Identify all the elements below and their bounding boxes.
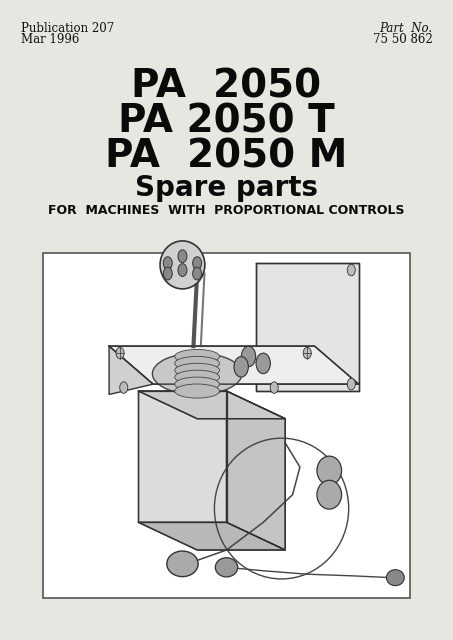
Circle shape: [193, 267, 202, 280]
Circle shape: [163, 257, 172, 269]
Circle shape: [193, 257, 202, 269]
Ellipse shape: [152, 353, 242, 394]
Ellipse shape: [175, 384, 220, 398]
Text: 75 50 862: 75 50 862: [373, 33, 432, 46]
Circle shape: [234, 356, 248, 377]
Polygon shape: [139, 391, 285, 419]
Ellipse shape: [160, 241, 205, 289]
Polygon shape: [226, 391, 285, 550]
Circle shape: [120, 382, 128, 394]
Ellipse shape: [175, 356, 220, 371]
Ellipse shape: [386, 570, 404, 586]
Polygon shape: [109, 346, 359, 384]
Circle shape: [178, 264, 187, 276]
Ellipse shape: [175, 370, 220, 384]
Circle shape: [303, 348, 311, 359]
Polygon shape: [139, 391, 226, 522]
Text: Publication 207: Publication 207: [21, 22, 114, 35]
Circle shape: [347, 264, 355, 276]
Text: PA  2050 M: PA 2050 M: [105, 138, 348, 175]
Circle shape: [347, 378, 355, 390]
Bar: [43, 253, 410, 598]
Text: Mar 1996: Mar 1996: [21, 33, 79, 46]
Ellipse shape: [317, 456, 342, 485]
Text: PA  2050: PA 2050: [131, 67, 322, 105]
Circle shape: [270, 382, 278, 394]
Ellipse shape: [175, 349, 220, 364]
Polygon shape: [256, 263, 359, 391]
Text: FOR  MACHINES  WITH  PROPORTIONAL CONTROLS: FOR MACHINES WITH PROPORTIONAL CONTROLS: [48, 204, 405, 216]
Ellipse shape: [175, 364, 220, 378]
Circle shape: [178, 250, 187, 262]
Circle shape: [116, 348, 124, 359]
Ellipse shape: [175, 377, 220, 391]
Polygon shape: [139, 522, 285, 550]
Ellipse shape: [215, 557, 238, 577]
Text: PA 2050 T: PA 2050 T: [118, 102, 335, 140]
Ellipse shape: [167, 551, 198, 577]
Circle shape: [163, 267, 172, 280]
Circle shape: [241, 346, 255, 367]
Polygon shape: [109, 346, 153, 394]
Circle shape: [256, 353, 270, 374]
Text: Part  No.: Part No.: [379, 22, 432, 35]
Text: Spare parts: Spare parts: [135, 174, 318, 202]
Ellipse shape: [317, 480, 342, 509]
